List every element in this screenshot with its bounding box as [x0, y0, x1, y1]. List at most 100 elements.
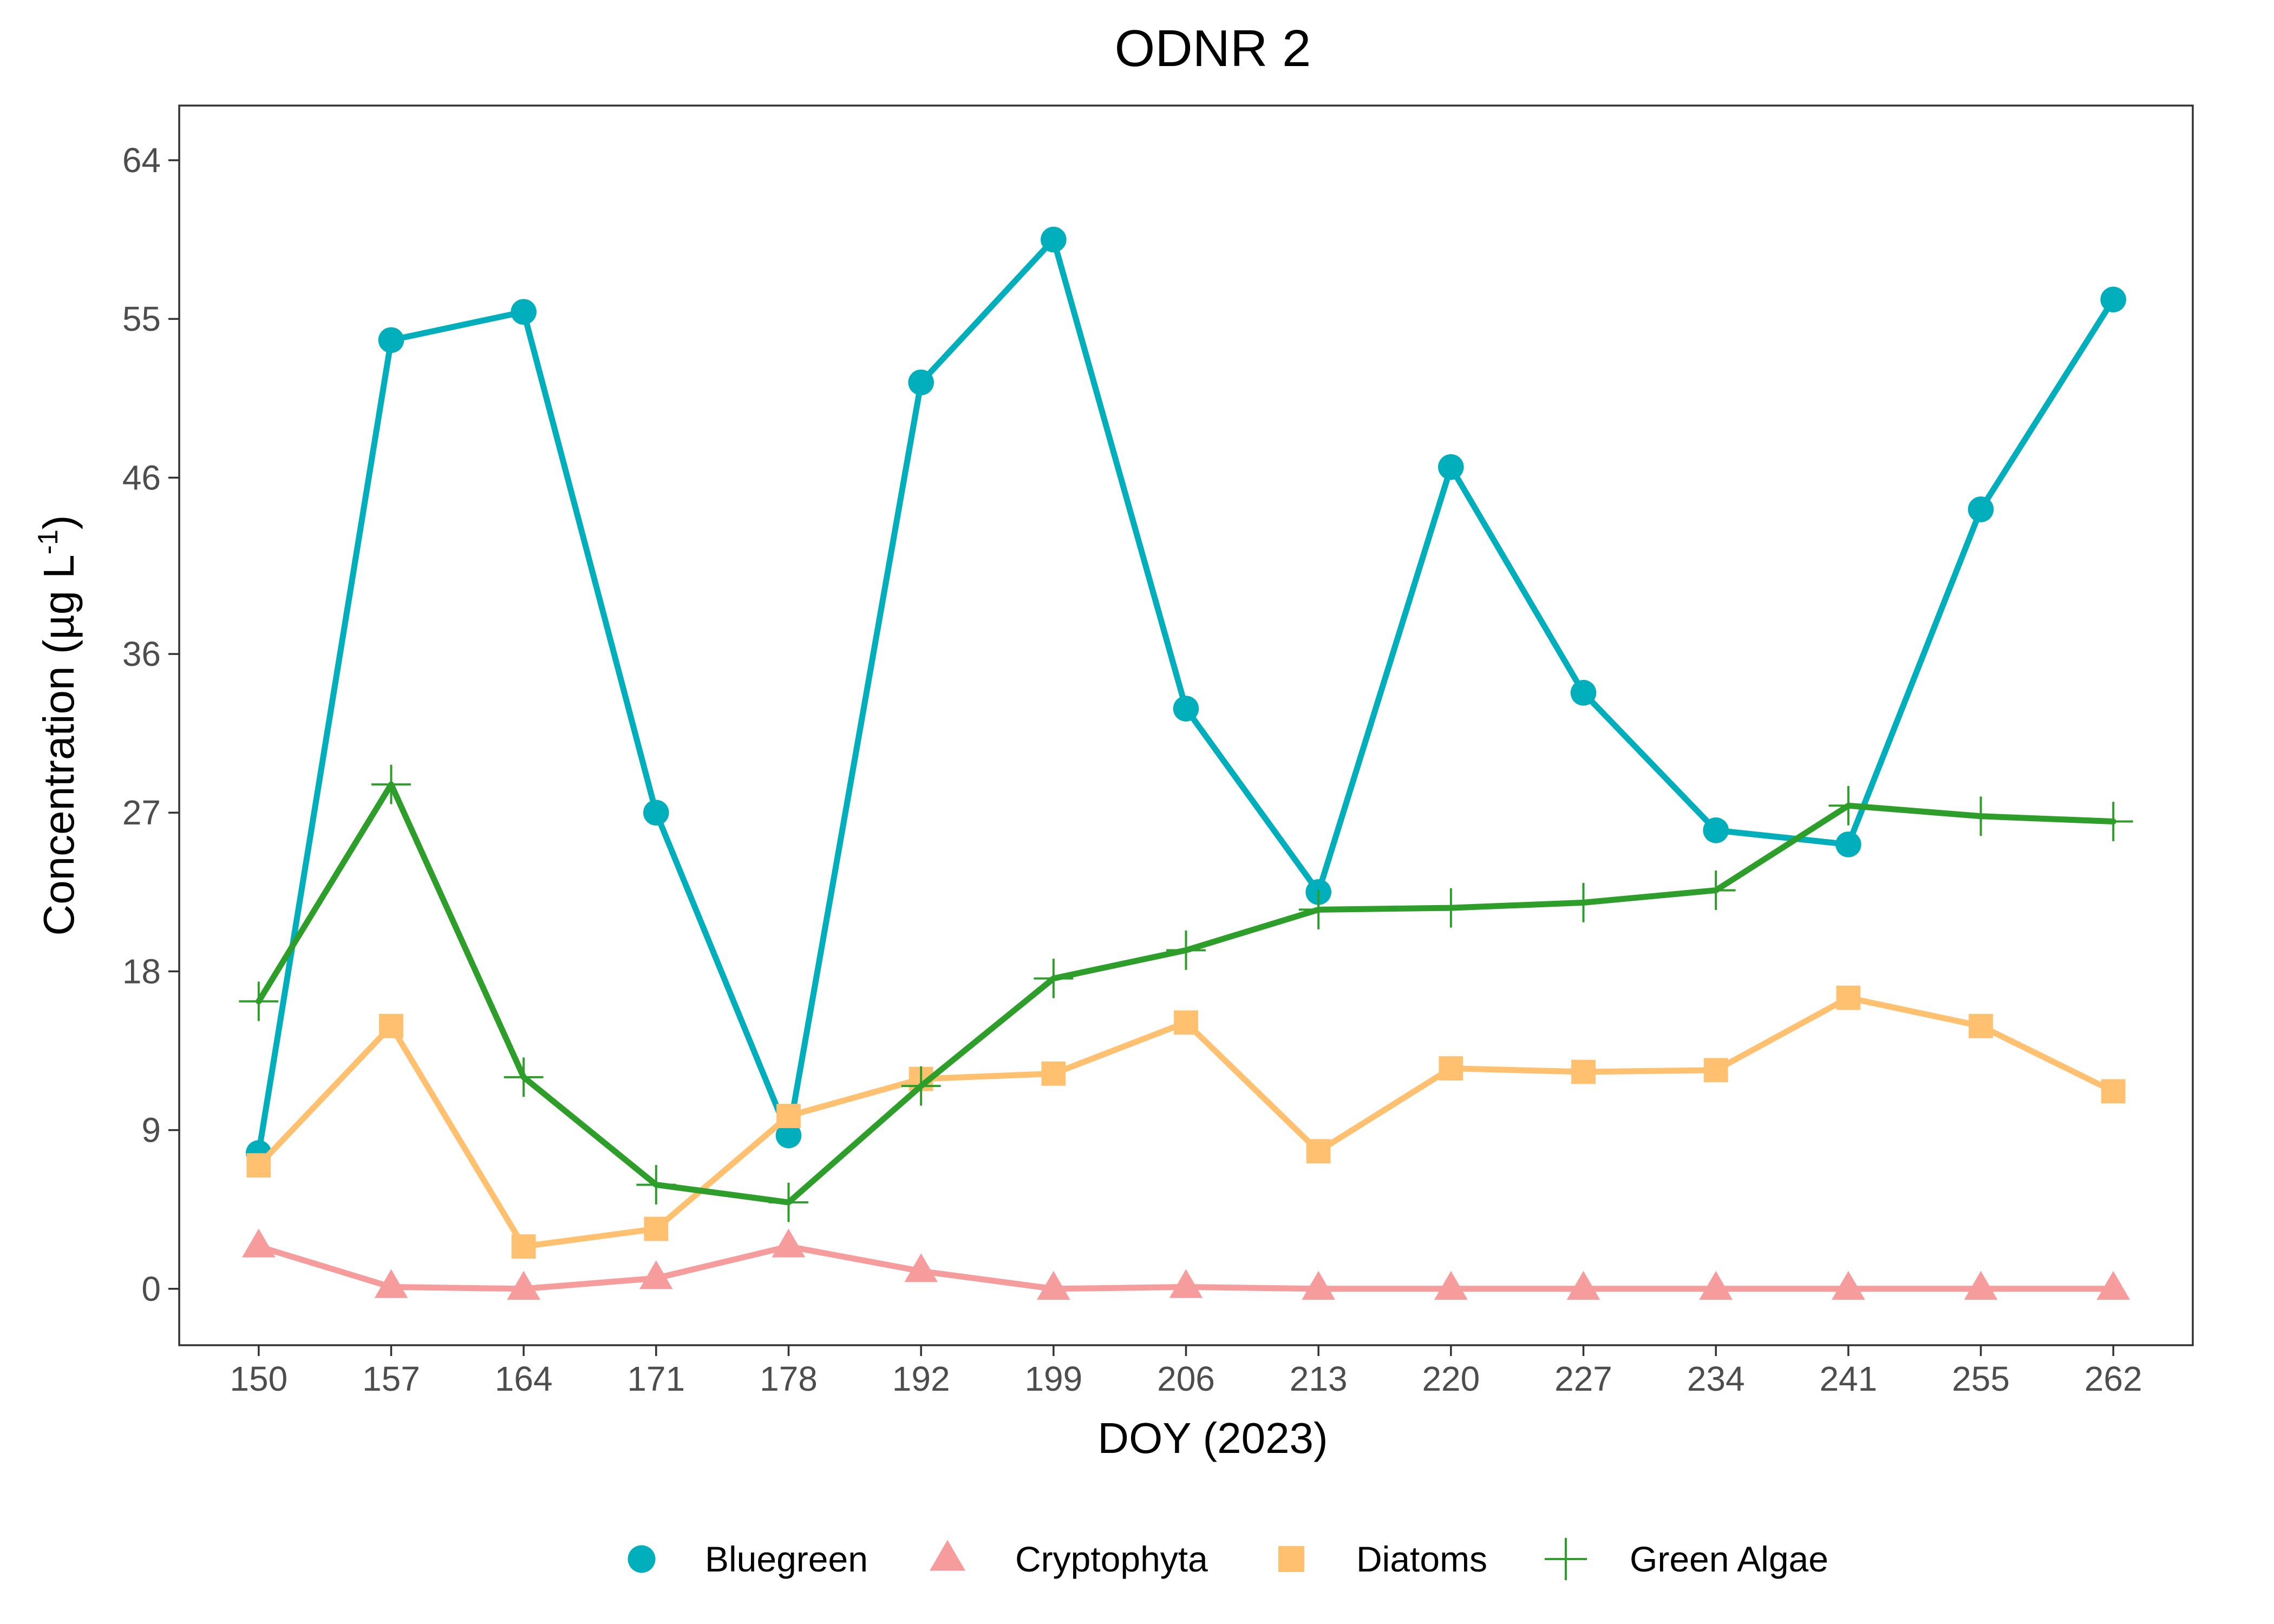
- y-tick-label: 36: [122, 634, 161, 673]
- x-tick-label: 213: [1290, 1359, 1348, 1398]
- x-tick-label: 234: [1687, 1359, 1745, 1398]
- data-point-bluegreen: [1041, 226, 1067, 253]
- series-cryptophyta: [242, 1228, 2130, 1300]
- legend-item-green-algae: Green Algae: [1545, 1538, 1828, 1580]
- y-axis: 0 9 18 27 36 46 55 64: [122, 141, 179, 1308]
- series-green-algae: [239, 764, 2133, 1222]
- x-tick-label: 150: [230, 1359, 287, 1398]
- data-point-bluegreen: [643, 800, 669, 826]
- data-point-cryptophyta: [507, 1271, 540, 1300]
- data-point-diatoms: [1306, 1139, 1331, 1164]
- legend-key-bluegreen: [628, 1545, 656, 1573]
- data-point-green-algae: [769, 1182, 808, 1222]
- legend-key-green-algae: [1545, 1538, 1587, 1580]
- x-tick-label: 227: [1554, 1359, 1612, 1398]
- data-point-bluegreen: [2100, 286, 2126, 313]
- data-point-diatoms: [1174, 1010, 1198, 1035]
- data-point-green-algae: [371, 764, 411, 804]
- data-point-bluegreen: [1438, 454, 1464, 480]
- data-point-green-algae: [1961, 796, 2001, 836]
- legend-key-cryptophyta: [930, 1540, 965, 1571]
- data-point-cryptophyta: [1169, 1269, 1203, 1298]
- x-axis-title: DOY (2023): [1097, 1414, 1328, 1462]
- data-point-cryptophyta: [1302, 1271, 1335, 1300]
- legend-item-bluegreen: Bluegreen: [628, 1539, 868, 1579]
- data-point-green-algae: [636, 1165, 676, 1204]
- data-point-diatoms: [379, 1013, 403, 1038]
- legend-item-cryptophyta: Cryptophyta: [930, 1539, 1208, 1579]
- data-point-green-algae: [504, 1057, 544, 1097]
- data-point-diatoms: [1969, 1013, 1993, 1038]
- y-axis-title-superscript: -1: [32, 529, 64, 554]
- data-point-cryptophyta: [1037, 1271, 1070, 1300]
- y-tick-label: 64: [122, 141, 161, 180]
- data-point-diatoms: [776, 1104, 801, 1128]
- data-point-cryptophyta: [1832, 1271, 1865, 1300]
- data-point-diatoms: [1571, 1059, 1596, 1084]
- legend-label-cryptophyta: Cryptophyta: [1015, 1539, 1208, 1579]
- x-tick-label: 255: [1952, 1359, 2010, 1398]
- data-point-green-algae: [901, 1066, 941, 1106]
- x-tick-label: 241: [1819, 1359, 1877, 1398]
- x-tick-label: 157: [362, 1359, 420, 1398]
- plot-panel: [178, 104, 2194, 1346]
- data-point-diatoms: [1836, 985, 1861, 1010]
- x-tick-label: 178: [760, 1359, 818, 1398]
- data-point-green-algae: [1431, 888, 1471, 928]
- data-point-bluegreen: [1968, 496, 1994, 522]
- data-point-cryptophyta: [242, 1228, 276, 1258]
- x-tick-label: 220: [1422, 1359, 1480, 1398]
- y-axis-title-close: ): [35, 515, 83, 529]
- legend: Bluegreen Cryptophyta Diatoms Green Algae: [628, 1538, 1828, 1580]
- series-layer: [239, 226, 2133, 1300]
- data-point-green-algae: [1828, 785, 1868, 826]
- x-tick-label: 171: [627, 1359, 685, 1398]
- y-axis-title: Concentration (µg L-1): [32, 515, 83, 935]
- legend-label-diatoms: Diatoms: [1356, 1539, 1487, 1579]
- data-point-diatoms: [246, 1153, 271, 1178]
- data-point-bluegreen: [378, 327, 404, 353]
- y-tick-label: 46: [122, 458, 161, 497]
- x-tick-label: 262: [2084, 1359, 2142, 1398]
- chart-title: ODNR 2: [1115, 19, 1311, 77]
- data-point-cryptophyta: [639, 1260, 673, 1289]
- y-tick-label: 55: [122, 299, 161, 338]
- data-point-green-algae: [1298, 890, 1338, 929]
- data-point-diatoms: [1703, 1058, 1728, 1083]
- data-point-cryptophyta: [1699, 1271, 1733, 1300]
- y-tick-label: 0: [141, 1269, 161, 1308]
- data-point-diatoms: [1439, 1056, 1463, 1081]
- y-tick-label: 18: [122, 952, 161, 991]
- y-tick-label: 27: [122, 793, 161, 832]
- data-point-cryptophyta: [1964, 1271, 1998, 1300]
- legend-label-bluegreen: Bluegreen: [705, 1539, 868, 1579]
- x-tick-label: 199: [1024, 1359, 1082, 1398]
- y-tick-label: 9: [141, 1111, 161, 1150]
- x-axis: 150 157 164 171 178 192 199 206 213 220 227 234 241 2…: [230, 1345, 2142, 1398]
- data-point-green-algae: [2093, 802, 2133, 841]
- legend-item-diatoms: Diatoms: [1278, 1539, 1487, 1579]
- data-point-bluegreen: [1173, 696, 1199, 722]
- data-point-bluegreen: [1703, 817, 1729, 843]
- data-point-bluegreen: [775, 1122, 802, 1149]
- data-point-diatoms: [1041, 1061, 1066, 1086]
- data-point-cryptophyta: [1434, 1271, 1468, 1300]
- data-point-green-algae: [1166, 930, 1206, 970]
- data-point-cryptophyta: [374, 1269, 408, 1298]
- data-point-bluegreen: [1570, 679, 1597, 706]
- x-tick-label: 164: [495, 1359, 553, 1398]
- legend-key-diatoms: [1278, 1546, 1304, 1572]
- data-point-cryptophyta: [904, 1253, 938, 1282]
- x-tick-label: 192: [892, 1359, 950, 1398]
- data-point-diatoms: [644, 1216, 669, 1241]
- data-point-cryptophyta: [1566, 1271, 1600, 1300]
- legend-label-green-algae: Green Algae: [1630, 1539, 1828, 1579]
- data-point-bluegreen: [1835, 831, 1861, 857]
- data-point-green-algae: [1034, 959, 1074, 998]
- x-tick-label: 206: [1157, 1359, 1215, 1398]
- data-point-diatoms: [511, 1234, 536, 1259]
- data-point-cryptophyta: [2096, 1271, 2130, 1300]
- data-point-diatoms: [2101, 1079, 2126, 1104]
- data-point-bluegreen: [511, 299, 537, 325]
